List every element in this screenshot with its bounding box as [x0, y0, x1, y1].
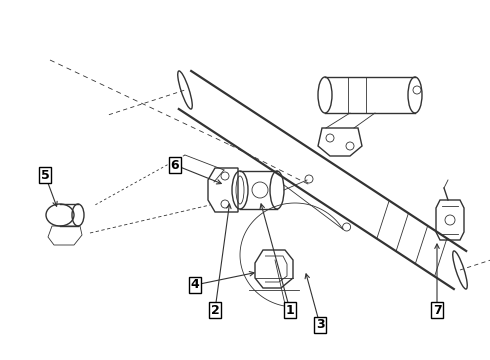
Text: 1: 1: [286, 303, 294, 316]
Text: 4: 4: [191, 279, 199, 292]
Text: 3: 3: [316, 319, 324, 332]
Text: 2: 2: [211, 303, 220, 316]
Text: 5: 5: [41, 168, 49, 181]
Text: 6: 6: [171, 158, 179, 171]
Text: 7: 7: [433, 303, 441, 316]
